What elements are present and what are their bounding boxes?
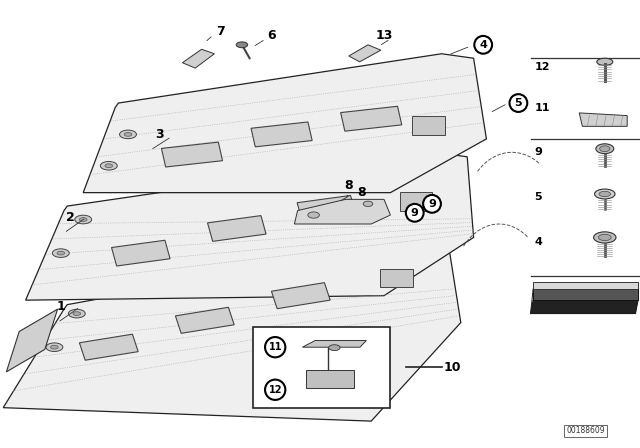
Ellipse shape xyxy=(593,232,616,243)
Bar xyxy=(111,240,170,266)
Bar xyxy=(175,307,234,333)
Bar xyxy=(251,122,312,147)
Ellipse shape xyxy=(73,312,81,315)
Polygon shape xyxy=(306,370,354,388)
Text: 12: 12 xyxy=(534,62,550,72)
Bar xyxy=(340,106,402,131)
Polygon shape xyxy=(83,54,486,193)
Text: 5: 5 xyxy=(515,98,522,108)
Polygon shape xyxy=(6,309,58,372)
Ellipse shape xyxy=(75,215,92,224)
Bar xyxy=(271,283,330,309)
Text: 13: 13 xyxy=(375,29,393,43)
Text: 9: 9 xyxy=(428,199,436,209)
Text: 12: 12 xyxy=(268,385,282,395)
Bar xyxy=(79,334,138,360)
Text: 8: 8 xyxy=(344,179,353,192)
FancyBboxPatch shape xyxy=(253,327,390,408)
Bar xyxy=(161,142,223,167)
Ellipse shape xyxy=(105,164,113,168)
Text: 8: 8 xyxy=(357,186,366,199)
Ellipse shape xyxy=(100,161,117,170)
Text: 1: 1 xyxy=(56,300,65,314)
Bar xyxy=(207,215,266,241)
Ellipse shape xyxy=(600,146,610,151)
Polygon shape xyxy=(533,282,638,289)
Polygon shape xyxy=(531,300,638,314)
Text: 10: 10 xyxy=(444,361,461,374)
Text: 4: 4 xyxy=(534,237,542,247)
Ellipse shape xyxy=(46,343,63,352)
Ellipse shape xyxy=(51,345,58,349)
Ellipse shape xyxy=(124,133,132,136)
Text: 11: 11 xyxy=(268,342,282,352)
Text: 9: 9 xyxy=(534,147,542,157)
FancyBboxPatch shape xyxy=(380,269,413,287)
Ellipse shape xyxy=(599,191,611,197)
Polygon shape xyxy=(302,340,366,347)
Text: 11: 11 xyxy=(534,103,550,112)
Polygon shape xyxy=(26,152,474,300)
Polygon shape xyxy=(182,49,214,68)
Ellipse shape xyxy=(68,309,85,318)
Ellipse shape xyxy=(598,234,611,241)
FancyBboxPatch shape xyxy=(400,192,433,211)
Text: 4: 4 xyxy=(479,40,487,50)
Ellipse shape xyxy=(57,251,65,255)
Polygon shape xyxy=(3,237,461,421)
Polygon shape xyxy=(533,289,638,300)
Ellipse shape xyxy=(52,249,69,258)
Text: 7: 7 xyxy=(216,25,225,38)
Text: 2: 2 xyxy=(66,211,75,224)
Polygon shape xyxy=(349,45,381,62)
Ellipse shape xyxy=(596,58,613,65)
Text: 9: 9 xyxy=(411,208,419,218)
Ellipse shape xyxy=(364,201,372,207)
Text: 3: 3 xyxy=(156,128,164,141)
Ellipse shape xyxy=(329,345,340,350)
Ellipse shape xyxy=(236,42,248,48)
Bar xyxy=(297,195,356,221)
Ellipse shape xyxy=(595,189,615,199)
Ellipse shape xyxy=(308,212,319,218)
Ellipse shape xyxy=(120,130,136,139)
Ellipse shape xyxy=(79,218,87,221)
FancyBboxPatch shape xyxy=(413,116,445,135)
Polygon shape xyxy=(294,199,390,224)
Text: 5: 5 xyxy=(534,192,542,202)
Polygon shape xyxy=(579,113,627,126)
Ellipse shape xyxy=(596,144,614,154)
Text: 00188609: 00188609 xyxy=(566,426,605,435)
Text: 6: 6 xyxy=(268,29,276,43)
